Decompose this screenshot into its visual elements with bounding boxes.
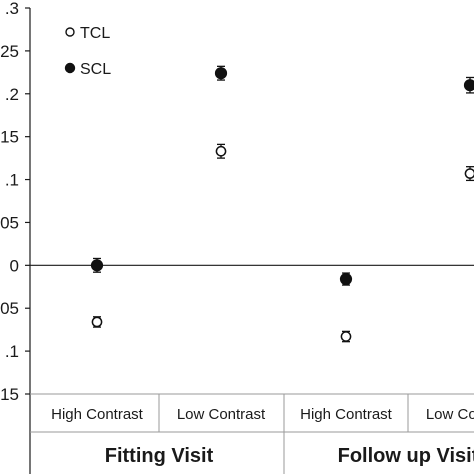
legend-label: TCL (80, 25, 110, 42)
scl-point (214, 67, 228, 80)
scl-point (90, 259, 104, 272)
legend: TCL SCL (64, 25, 111, 78)
y-tick-label: .3 (5, 0, 19, 18)
category-labels: High Contrast Low Contrast High Contrast Lo… (51, 406, 474, 423)
tcl-point (340, 331, 352, 342)
group-label: Fitting Visit (105, 445, 214, 467)
tcl-point (215, 145, 227, 157)
axes (29, 8, 474, 474)
group-labels: Fitting Visit Follow up Visit (105, 445, 474, 467)
tcl-point (91, 316, 103, 328)
y-tick-label: .1 (5, 171, 19, 190)
category-label: Low Contrast (426, 406, 474, 423)
legend-label: SCL (80, 61, 111, 78)
y-tick-label: .1 (5, 342, 19, 361)
y-axis-ticks: .3 .25 .2 .15 .1 .05 0 .05 .1 .15 (0, 0, 30, 404)
scl-point (463, 79, 474, 92)
category-label: Low Contrast (177, 406, 266, 423)
y-tick-label: .15 (0, 385, 19, 404)
y-tick-label: .05 (0, 213, 19, 232)
legend-marker (64, 62, 76, 74)
category-label: High Contrast (300, 406, 393, 423)
tcl-point (464, 168, 474, 179)
y-tick-label: .25 (0, 42, 19, 61)
y-tick-label: 0 (10, 256, 19, 275)
y-tick-label: .05 (0, 299, 19, 318)
legend-marker (65, 27, 75, 37)
group-label: Follow up Visit (338, 445, 474, 467)
scl-point (339, 272, 353, 286)
category-label: High Contrast (51, 406, 144, 423)
y-tick-label: .15 (0, 128, 19, 147)
y-tick-label: .2 (5, 85, 19, 104)
data-points (90, 65, 474, 343)
